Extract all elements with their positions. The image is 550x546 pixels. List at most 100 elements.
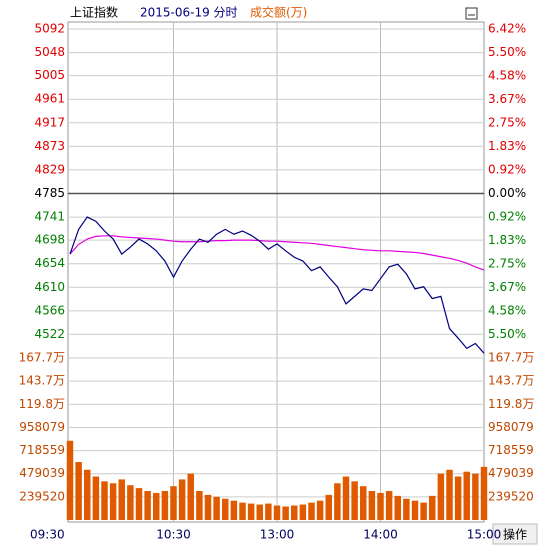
bar [454, 476, 462, 520]
y2-tick-label: 6.42% [488, 22, 526, 36]
y-tick-label: 718559 [19, 443, 65, 457]
bar [118, 479, 125, 520]
x-tick-label: 15:00 [467, 528, 502, 542]
x-tick-label: 09:30 [30, 528, 65, 542]
series-line [69, 216, 485, 354]
bar [239, 502, 246, 520]
y-tick-label: 4829 [34, 162, 65, 176]
bar [265, 503, 272, 520]
y2-tick-label: 4.58% [488, 303, 526, 317]
bar [394, 495, 401, 520]
y-tick-label: 239520 [19, 489, 65, 503]
date: 2015-06-19 分时 [140, 6, 238, 20]
bar [463, 471, 470, 520]
bar [84, 469, 91, 520]
y-tick-label: 4785 [34, 186, 65, 200]
bar [385, 491, 393, 520]
bar [222, 498, 229, 520]
y-tick-label-right: 239520 [488, 489, 534, 503]
bar [437, 473, 445, 520]
y-tick-label: 4654 [34, 256, 65, 270]
action-button[interactable] [492, 523, 538, 545]
y-tick-label: 143.7万 [19, 374, 65, 388]
bar [360, 486, 367, 520]
series-line [69, 235, 485, 271]
y-tick-label-right: 119.8万 [488, 397, 534, 411]
y-tick-label-right: 479039 [488, 466, 534, 480]
bar [472, 473, 479, 520]
bar [316, 500, 324, 520]
bar [187, 473, 194, 520]
frame [67, 21, 485, 523]
y-tick-label: 4610 [34, 280, 65, 294]
bar [153, 492, 160, 520]
bar [411, 500, 419, 520]
bar [109, 483, 117, 520]
y2-tick-label: 1.83% [488, 233, 526, 247]
bar [325, 494, 332, 520]
bar [299, 504, 307, 520]
y-tick-label: 5005 [34, 68, 65, 82]
bar [170, 486, 177, 520]
window-icon[interactable] [465, 7, 478, 20]
bar [377, 492, 384, 520]
bar [282, 506, 289, 520]
bar [351, 481, 358, 520]
bar [273, 505, 281, 520]
bar [368, 491, 376, 520]
bar [101, 481, 108, 520]
bar [92, 476, 100, 520]
y-tick-label: 167.7万 [19, 351, 65, 365]
y2-tick-label: 2.75% [488, 256, 526, 270]
bar [127, 485, 134, 520]
y2-tick-label: 0.92% [488, 162, 526, 176]
y-tick-label: 4961 [34, 92, 65, 106]
y2-tick-label: 3.67% [488, 92, 526, 106]
bar [213, 496, 220, 520]
y-tick-label-right: 718559 [488, 443, 534, 457]
bar [161, 491, 169, 520]
bar [247, 503, 255, 520]
y-tick-label-right: 958079 [488, 420, 534, 434]
y-tick-label: 5048 [34, 45, 65, 59]
bar [429, 495, 436, 520]
x-tick-label: 14:00 [363, 528, 398, 542]
bar [342, 476, 350, 520]
bar [446, 469, 453, 520]
bar [204, 494, 212, 520]
y2-tick-label: 4.58% [488, 69, 526, 83]
y-tick-label: 958079 [19, 420, 65, 434]
bar [291, 505, 298, 520]
bar [403, 498, 410, 520]
y-tick-label: 4522 [34, 327, 65, 341]
y2-tick-label: 5.50% [488, 45, 526, 59]
y-tick-label-right: 167.7万 [488, 351, 534, 365]
bar [308, 502, 315, 520]
y2-tick-label: 1.83% [488, 139, 526, 153]
bar [230, 500, 238, 520]
x-tick-label: 10:30 [156, 528, 191, 542]
y-tick-label: 5092 [34, 22, 65, 36]
y-tick-label: 479039 [19, 466, 65, 480]
x-tick-label: 13:00 [260, 528, 295, 542]
index-name: 上证指数 [70, 5, 118, 20]
bar [196, 491, 203, 520]
y-tick-label: 4917 [34, 115, 65, 129]
bar [420, 502, 427, 520]
bar [75, 462, 82, 520]
action-button-label[interactable]: 操作 [503, 527, 527, 542]
bar [334, 483, 341, 520]
bar [66, 440, 74, 520]
y2-tick-label: 5.50% [488, 327, 526, 341]
bar [135, 488, 143, 520]
y2-tick-label: 2.75% [488, 116, 526, 130]
y-tick-label: 4698 [34, 233, 65, 247]
y2-tick-label: 3.67% [488, 280, 526, 294]
y-tick-label: 4741 [34, 210, 65, 224]
bar [480, 466, 488, 520]
y2-tick-label: 0.00% [488, 186, 526, 200]
y-tick-label: 4873 [34, 139, 65, 153]
bar [178, 479, 186, 520]
